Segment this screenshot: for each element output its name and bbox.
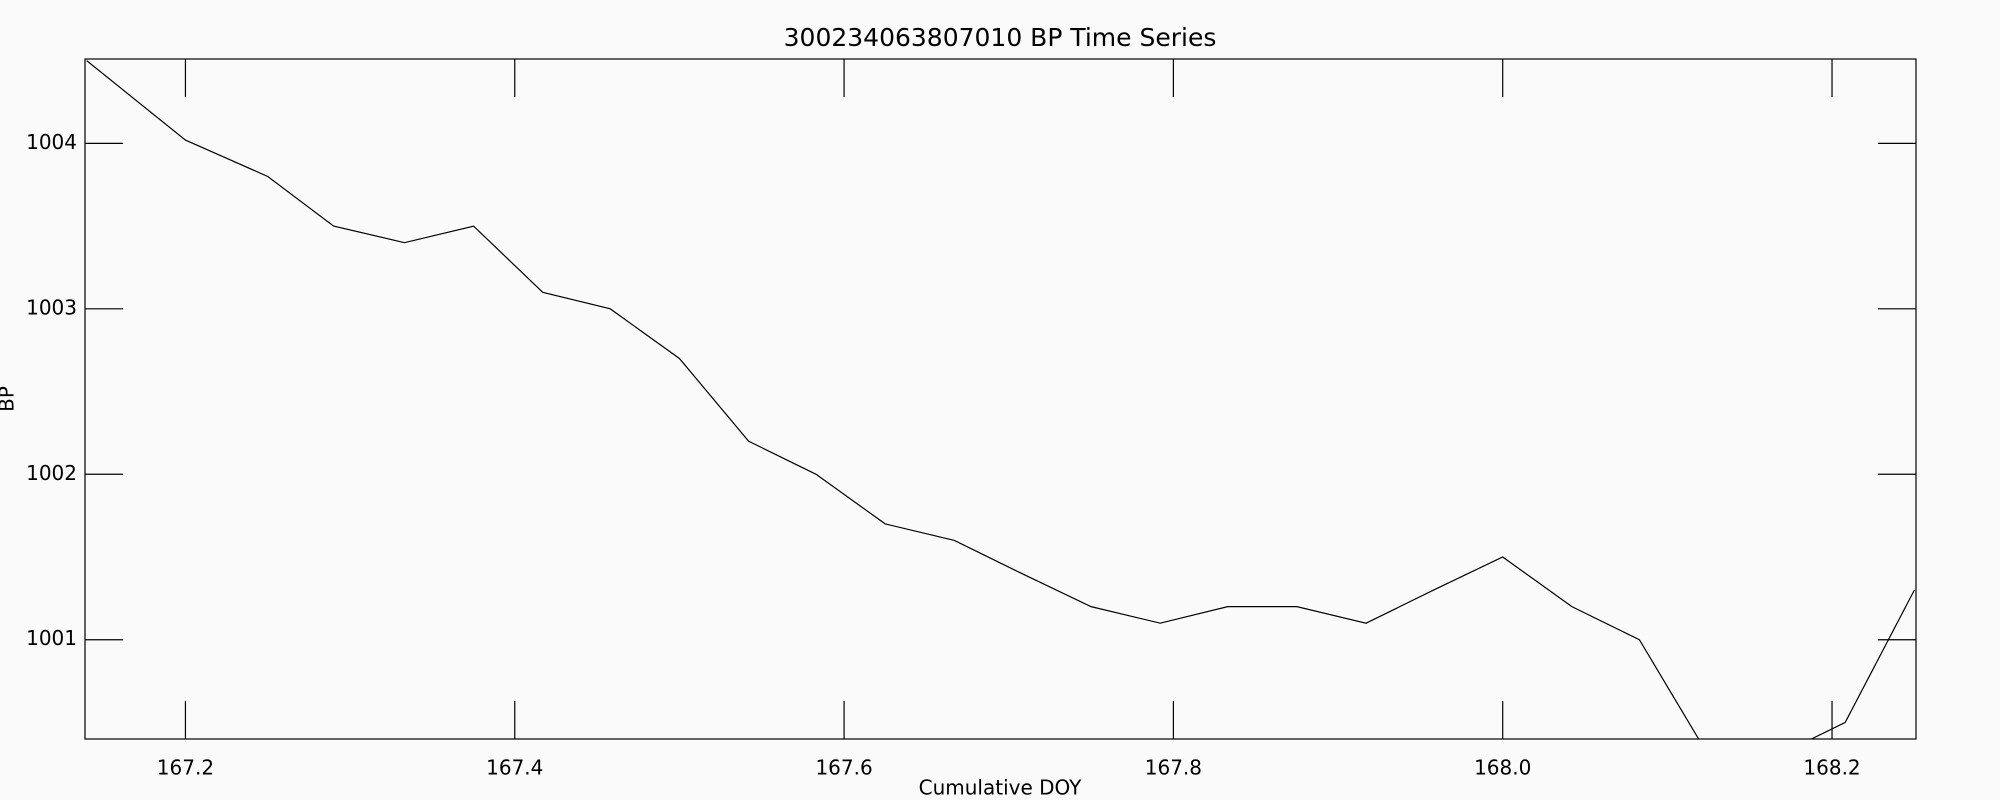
y-tick-label: 1003: [26, 295, 77, 319]
x-tick-label: 167.8: [1145, 756, 1202, 780]
plot-frame: [84, 58, 1917, 740]
x-tick-label: 167.2: [157, 756, 214, 780]
x-axis-label: Cumulative DOY: [919, 776, 1083, 800]
x-tick-label: 167.6: [815, 756, 872, 780]
y-tick-label: 1001: [26, 626, 77, 650]
data-line: [86, 60, 1915, 739]
y-tick-label: 1004: [26, 130, 77, 154]
x-tick-label: 168.0: [1474, 756, 1531, 780]
y-axis-label: BP: [0, 386, 19, 412]
plot-area: [86, 60, 1915, 739]
x-tick-label: 167.4: [486, 756, 543, 780]
chart-title: 300234063807010 BP Time Series: [784, 23, 1217, 52]
x-tick-label: 168.2: [1803, 756, 1860, 780]
y-tick-label: 1002: [26, 461, 77, 485]
